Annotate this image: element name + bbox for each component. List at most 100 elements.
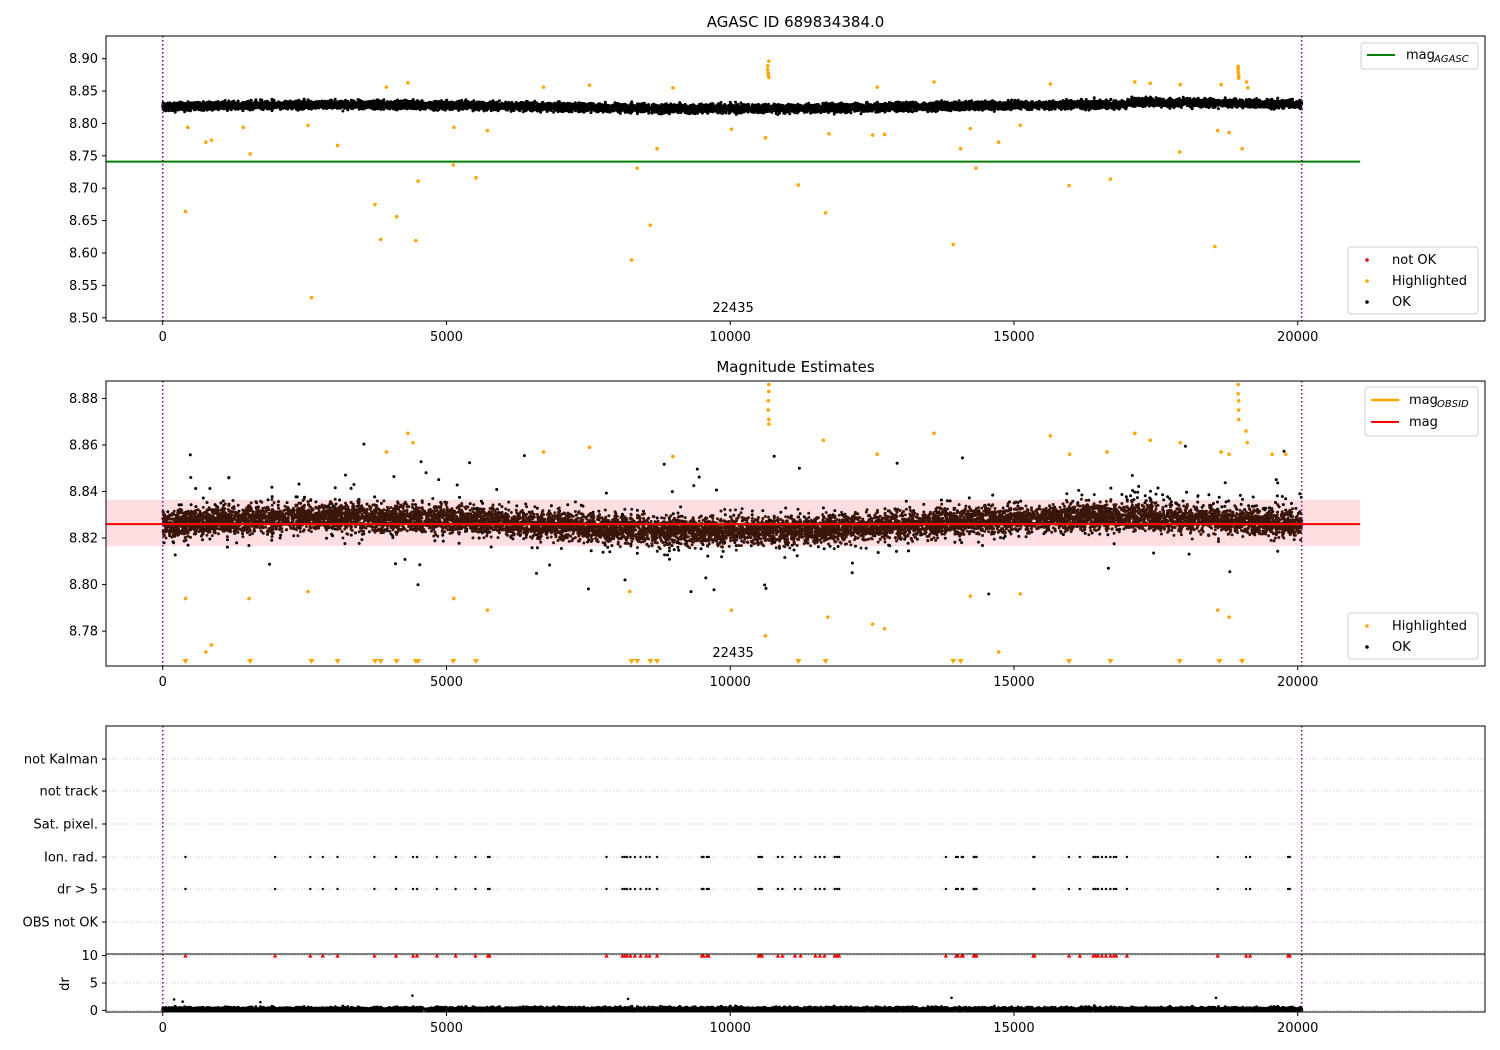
panel2-highlighted-point [1227, 452, 1231, 457]
panel1-highlighted-point [671, 86, 675, 90]
panel2-highlighted-point [671, 454, 675, 459]
panel2-legend-swatch-0 [1365, 624, 1369, 628]
panel2-clipped-marker [795, 659, 802, 664]
panel3-flag-point [411, 855, 415, 859]
panel2-highlighted-point [729, 608, 734, 612]
panel3-flag-point [394, 855, 398, 859]
panel3-flag-point [629, 887, 632, 891]
panel2-highlighted-point [1018, 592, 1023, 596]
panel4-dr-clip-marker [604, 953, 609, 958]
panel1-highlighted-point [209, 138, 214, 143]
panel3-flag-point [1114, 887, 1118, 891]
panel3-flag-point [273, 887, 277, 891]
panel1-legend-swatch-1 [1365, 279, 1369, 283]
panel3-flag-point [835, 887, 839, 891]
panel3-flag-point [486, 887, 490, 891]
panel4-dr-clip-marker [410, 953, 416, 958]
panel1-ytick-label: 8.75 [69, 149, 98, 164]
panel3-flag-point [605, 887, 608, 891]
panel3-flag-point [1244, 887, 1248, 891]
panel2-clipped-marker [647, 659, 654, 664]
panel1-legend-swatch-2 [1365, 300, 1369, 304]
panel1-highlighted-point [306, 123, 310, 128]
panel3-flag-point [837, 887, 841, 891]
panel2-highlighted-point [767, 382, 771, 387]
panel1-highlighted-point [485, 128, 490, 133]
panel2-clipped-marker [450, 659, 457, 664]
panel2-highlighted-point [1236, 391, 1240, 396]
panel1-highlighted-point [974, 166, 978, 170]
panel2-highlighted-point [875, 452, 880, 457]
panel3-flag-point [639, 855, 642, 859]
panel4-axes-frame [105, 953, 1486, 1013]
panel1-highlighted-point [767, 59, 771, 64]
panel1-highlighted-point [765, 67, 770, 72]
panel2-ytick-label: 8.88 [69, 392, 98, 407]
panel1-ytick-label: 8.60 [69, 246, 98, 261]
panel3-flag-point [760, 887, 764, 891]
panel3-flag-point [757, 887, 760, 891]
panel2-clipped-marker [473, 659, 480, 664]
panel1-highlighted-point [452, 125, 456, 130]
panel4-dr-clip-marker [372, 953, 377, 958]
panel1-title: AGASC ID 689834384.0 [707, 13, 885, 31]
panel2-clipped-marker [628, 659, 635, 664]
panel3-flag-point [823, 887, 826, 891]
panel3-flag-point [648, 887, 651, 891]
panel4-dr-clip-marker [624, 953, 630, 958]
panel2-highlighted-point [406, 431, 410, 436]
panel4-dr-clip-marker [1077, 953, 1083, 958]
panel3-flag-point [373, 855, 376, 859]
panel1-highlighted-point [335, 143, 340, 148]
panel3-flag-point [415, 855, 419, 859]
panel1-obsid-label: 22435 [712, 301, 753, 316]
panel4-dr-clip-marker [813, 953, 818, 958]
panel3-flag-point [336, 887, 339, 891]
panel3-flag-point [823, 855, 826, 859]
panel3-category-label: Sat. pixel. [34, 818, 98, 833]
panel2-highlighted-point [384, 450, 389, 454]
panel3-flag-point [1104, 887, 1108, 891]
panel2-highlighted-point [1245, 440, 1250, 445]
panel3-category-label: not track [39, 785, 98, 800]
panel4-dr-clip-marker [1095, 953, 1101, 958]
panel1-highlighted-point [1236, 70, 1240, 75]
panel4-dr-clip-marker [272, 953, 278, 958]
panel1-highlighted-point [870, 133, 875, 137]
panel3-flag-point [655, 855, 659, 859]
panel1-ytick-label: 8.80 [69, 117, 98, 132]
panel3-flag-point [818, 887, 822, 891]
panel3-flag-point [700, 855, 704, 859]
panel2-highlighted-point [1133, 431, 1137, 436]
panel2-clipped-marker [1239, 659, 1246, 664]
panel4-dr-clip-marker [434, 953, 440, 958]
panel4-xtick-label: 20000 [1277, 1021, 1318, 1036]
panel2-clipped-marker [822, 659, 829, 664]
panel3-flag-point [814, 855, 817, 859]
panel4-ytick-label: 10 [81, 949, 98, 964]
panel2-clipped-marker [247, 659, 254, 664]
panel3-flag-point [781, 887, 784, 891]
panel3-flag-point [707, 887, 710, 891]
panel1-highlighted-point [796, 183, 801, 187]
panel3-flag-point [488, 887, 491, 891]
panel2-clipped-marker [334, 659, 341, 664]
panel3-flag-point [837, 855, 841, 859]
panel1-highlighted-point [767, 75, 771, 80]
panel3-flag-point [1216, 887, 1219, 891]
panel3-flag-point [1067, 887, 1071, 891]
panel3-flag-point [1094, 855, 1097, 859]
panel2-clipped-marker [377, 659, 384, 664]
panel2-clipped-marker [1066, 659, 1073, 664]
panel4-dr-clip-marker [632, 953, 638, 958]
panel4-dr-clip-marker [1247, 953, 1253, 958]
panel1-legend-swatch-0 [1365, 258, 1369, 262]
light-curve-panel: AGASC ID 689834384.0 22435 0 5000 10000 15000… [69, 13, 1486, 345]
panel2-legend-mag-label: mag [1409, 415, 1438, 430]
panel1-legend-label-1: Highlighted [1392, 274, 1467, 289]
panel1-highlighted-point [882, 132, 887, 137]
panel3-flag-point [625, 887, 629, 891]
panel3-flag-point [1248, 855, 1252, 859]
panel4-ytick-label: 0 [90, 1004, 98, 1019]
panel1-highlighted-point [384, 85, 389, 89]
